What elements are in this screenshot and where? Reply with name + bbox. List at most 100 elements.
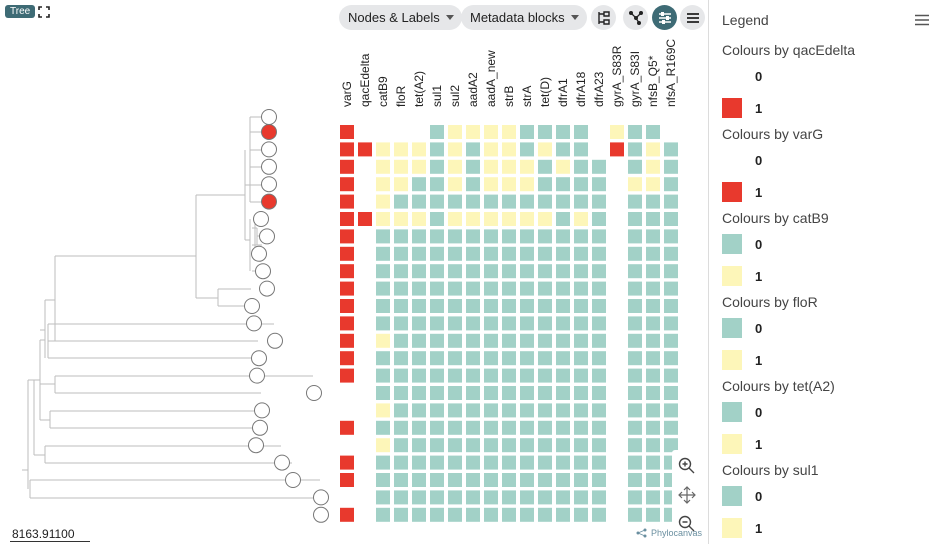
metadata-cell [628,194,642,209]
metadata-cell [466,368,480,383]
metadata-cell [520,333,534,348]
tree-leaf-node[interactable] [261,193,277,210]
metadata-cell [484,246,498,261]
metadata-cell [628,473,642,487]
network-button[interactable] [623,5,648,30]
tree-leaf-node[interactable] [261,158,277,175]
legend-item[interactable]: 0 [722,150,762,170]
legend-item-label: 0 [755,320,763,336]
metadata-cell [466,455,480,470]
metadata-cell [538,125,552,139]
tree-leaf-node[interactable] [248,437,264,454]
tree-leaf-node[interactable] [306,385,322,401]
metadata-cell [502,212,516,226]
legend-item[interactable]: 1 [722,518,762,538]
tree-leaf-node[interactable] [252,419,268,436]
metadata-cell [430,142,444,157]
metadata-cell [466,316,480,331]
metadata-cell [466,264,480,279]
tree-leaf-node[interactable] [267,332,283,349]
tree-leaf-node[interactable] [246,315,262,332]
tree-canvas[interactable]: varG qacEdelta catB9 floR tet(A2) sul1 sul2 aad… [0,0,708,544]
metadata-cell [628,281,642,296]
metadata-cell [538,229,552,244]
panel-divider[interactable] [708,0,709,544]
tree-leaf-node[interactable] [253,211,269,227]
legend-item[interactable]: 0 [722,486,762,506]
phylocanvas-brand[interactable]: Phylocanvas [636,528,702,538]
legend-item[interactable]: 1 [722,350,762,370]
metadata-blocks-button[interactable]: Metadata blocks [461,5,587,30]
tree-leaf-node[interactable] [254,402,270,419]
tree-leaf-node[interactable] [249,367,265,384]
metadata-cell [646,316,660,331]
tree-leaf-node[interactable] [259,280,275,297]
metadata-cell [484,403,498,418]
pan-button[interactable] [677,485,697,505]
tree-leaf-node[interactable] [285,472,301,488]
tree-leaf-node[interactable] [244,298,260,314]
tree-leaf-node[interactable] [255,263,271,280]
tree-leaf-node[interactable] [261,109,277,125]
metadata-cell [574,159,588,174]
metadata-cell [664,142,678,157]
legend-item[interactable]: 0 [722,402,762,422]
tree-leaf-node[interactable] [313,489,329,506]
legend-item[interactable]: 0 [722,318,762,338]
tree-leaf-node[interactable] [251,350,267,367]
metadata-cell [664,281,678,296]
metadata-cell [484,159,498,174]
legend-item[interactable]: 0 [722,234,762,254]
menu-button[interactable] [680,5,705,30]
phylocanvas-logo-icon [636,528,647,538]
metadata-cell [664,299,678,313]
metadata-cell [538,368,552,383]
metadata-cell [484,229,498,244]
metadata-cell [430,455,444,470]
metadata-cell [412,351,426,366]
metadata-cell [646,420,660,435]
legend-swatch [722,98,742,118]
metadata-cell [412,333,426,348]
legend-item[interactable]: 1 [722,98,762,118]
metadata-cell [340,299,354,313]
tree-leaf-node[interactable] [261,141,277,158]
tree-leaf-node[interactable] [313,506,329,523]
metadata-cell [538,473,552,487]
tree-leaf-nodes [244,109,329,523]
tree-leaf-node[interactable] [261,176,277,193]
tree-leaf-node[interactable] [274,454,290,471]
legend-menu-icon[interactable] [914,14,930,26]
expand-icon[interactable] [38,6,50,18]
metadata-cell [448,490,462,505]
legend-item[interactable]: 0 [722,66,762,86]
metadata-cell [592,229,606,244]
metadata-cell [394,420,408,435]
metadata-cell [340,473,354,487]
column-header: sul2 [448,85,462,107]
metadata-cell [466,142,480,157]
metadata-cell [412,299,426,313]
zoom-in-button[interactable] [677,456,697,476]
nodes-labels-button[interactable]: Nodes & Labels [339,5,462,30]
sliders-button[interactable] [652,5,677,30]
legend-item[interactable]: 1 [722,266,762,286]
legend-item[interactable]: 1 [722,182,762,202]
metadata-cell [574,386,588,400]
legend-section-title: Colours by tet(A2) [722,378,835,394]
metadata-cell [412,438,426,453]
tree-leaf-node[interactable] [251,245,267,262]
tree-type-button[interactable] [591,5,616,30]
tree-leaf-node[interactable] [259,228,275,245]
metadata-cell [574,299,588,313]
legend-item-label: 0 [755,236,763,252]
metadata-cell [628,299,642,313]
legend-item[interactable]: 1 [722,434,762,454]
metadata-cell [646,386,660,400]
zoom-out-button[interactable] [677,514,697,534]
tree-leaf-node[interactable] [261,124,277,140]
metadata-cell [448,473,462,487]
metadata-cell [376,403,390,418]
metadata-cell [538,246,552,261]
metadata-cell [430,125,444,139]
